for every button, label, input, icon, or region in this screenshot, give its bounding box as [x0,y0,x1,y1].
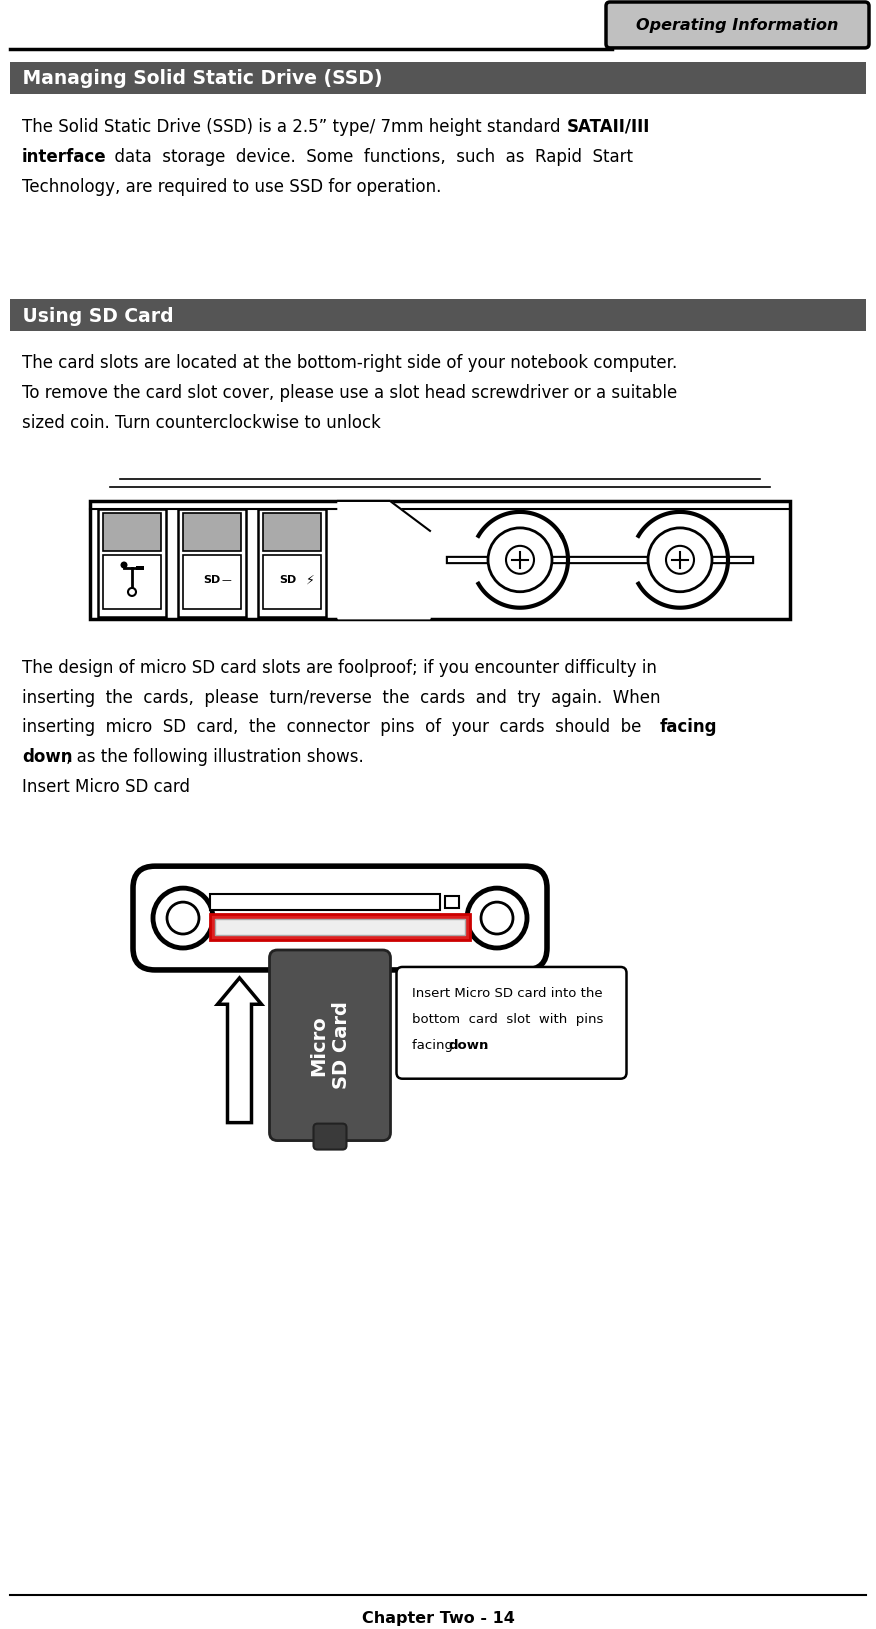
Bar [10,300,866,331]
Text: Operating Information: Operating Information [636,18,838,34]
Bar [103,555,161,609]
Text: Technology, are required to use SSD for operation.: Technology, are required to use SSD for … [22,178,442,195]
Bar [263,555,321,609]
Text: The Solid Static Drive (SSD) is a 2.5” type/ 7mm height standard: The Solid Static Drive (SSD) is a 2.5” t… [22,117,566,135]
Text: facing: facing [413,1039,458,1052]
Bar [183,513,241,551]
Polygon shape [217,977,262,1122]
FancyBboxPatch shape [397,968,626,1078]
Text: Managing Solid Static Drive (SSD): Managing Solid Static Drive (SSD) [16,70,383,88]
Bar [258,508,326,617]
Bar [210,894,440,911]
Text: inserting  the  cards,  please  turn/reverse  the  cards  and  try  again.  When: inserting the cards, please turn/reverse… [22,689,661,707]
Text: interface: interface [22,148,107,166]
Circle shape [467,888,527,948]
Circle shape [506,546,534,573]
FancyBboxPatch shape [314,1124,347,1150]
Text: bottom  card  slot  with  pins: bottom card slot with pins [413,1013,604,1026]
Text: The design of micro SD card slots are foolproof; if you encounter difficulty in: The design of micro SD card slots are fo… [22,658,657,676]
Bar [183,555,241,609]
Circle shape [128,588,136,596]
FancyBboxPatch shape [133,867,547,969]
Bar [90,502,790,619]
Text: To remove the card slot cover, please use a slot head screwdriver or a suitable: To remove the card slot cover, please us… [22,384,677,402]
Circle shape [648,528,712,591]
Bar [263,513,321,551]
Circle shape [666,546,694,573]
Text: SD: SD [203,575,221,585]
Text: SD: SD [279,575,297,585]
Circle shape [153,888,213,948]
Text: SATAII/III: SATAII/III [567,117,650,135]
Bar [136,565,144,570]
Text: Insert Micro SD card: Insert Micro SD card [22,779,190,797]
Circle shape [167,902,199,933]
Text: Using SD Card: Using SD Card [16,306,173,326]
Bar [215,919,465,935]
Text: Chapter Two - 14: Chapter Two - 14 [362,1611,514,1626]
Circle shape [488,528,552,591]
Text: down: down [449,1039,489,1052]
Text: Micro
SD Card: Micro SD Card [308,1002,351,1090]
Polygon shape [338,502,430,619]
Text: facing: facing [660,718,717,736]
Bar [445,896,459,907]
Text: ⚡: ⚡ [306,573,314,586]
Circle shape [121,562,128,569]
FancyBboxPatch shape [606,2,869,47]
Bar [210,914,470,940]
FancyBboxPatch shape [270,950,391,1140]
Bar [10,62,866,94]
Text: down: down [22,748,73,766]
Bar [103,513,161,551]
Text: data  storage  device.  Some  functions,  such  as  Rapid  Start: data storage device. Some functions, suc… [104,148,633,166]
Text: Insert Micro SD card into the: Insert Micro SD card into the [413,987,603,1000]
Bar [178,508,246,617]
Text: The card slots are located at the bottom-right side of your notebook computer.: The card slots are located at the bottom… [22,353,677,373]
Text: —: — [221,575,231,585]
Text: .: . [483,1039,487,1052]
Text: inserting  micro  SD  card,  the  connector  pins  of  your  cards  should  be: inserting micro SD card, the connector p… [22,718,646,736]
Bar [98,508,166,617]
Text: sized coin. Turn counterclockwise to unlock: sized coin. Turn counterclockwise to unl… [22,414,381,432]
Text: , as the following illustration shows.: , as the following illustration shows. [66,748,364,766]
Circle shape [481,902,513,933]
